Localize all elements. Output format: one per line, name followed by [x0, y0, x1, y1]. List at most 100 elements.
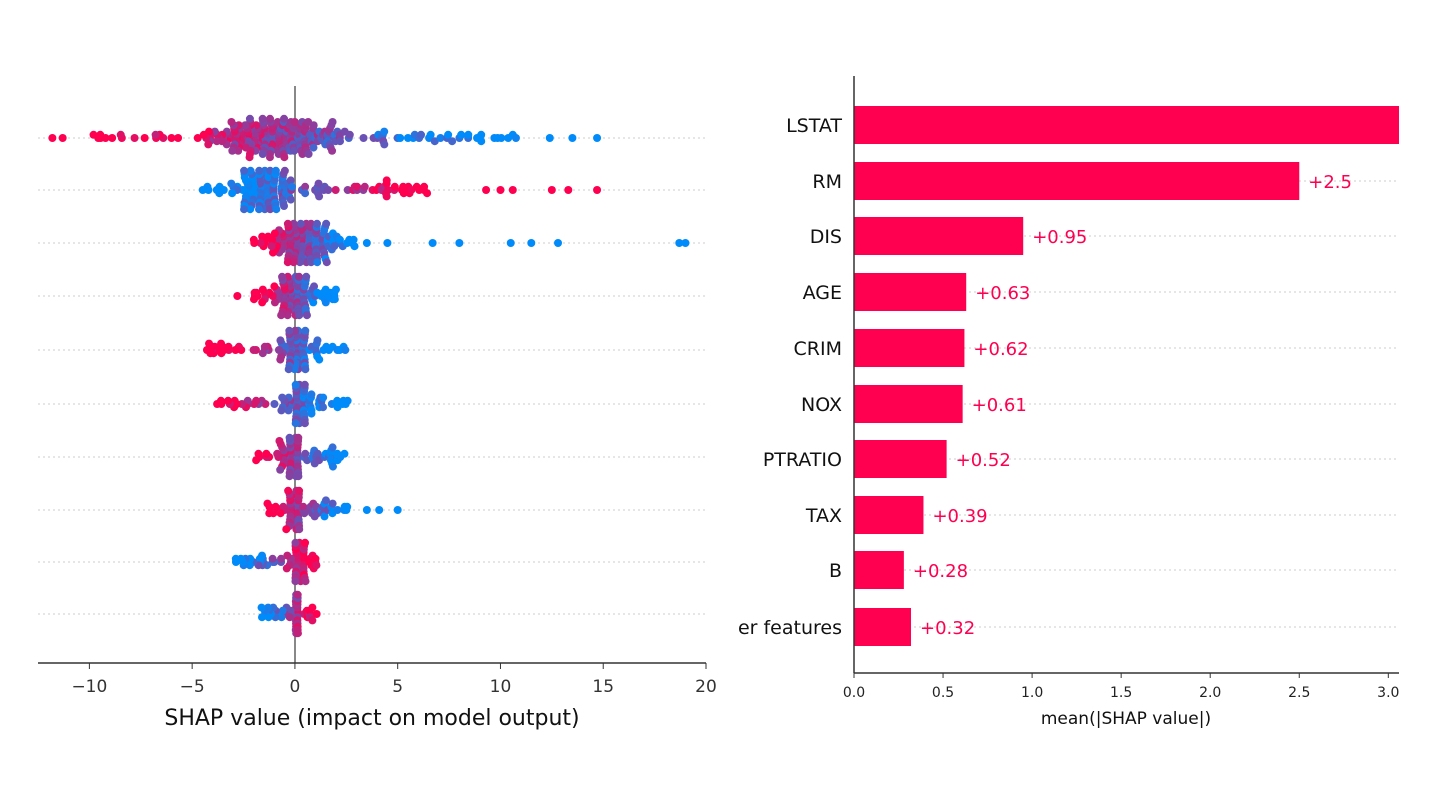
shap-point — [273, 449, 282, 458]
value-label: +0.32 — [920, 618, 975, 639]
bar — [854, 551, 904, 589]
shap-point — [359, 134, 368, 142]
shap-point — [240, 166, 249, 175]
shap-point — [302, 311, 311, 320]
shap-point — [280, 166, 289, 175]
shap-point — [249, 295, 258, 304]
shap-point — [270, 298, 279, 307]
shap-point — [231, 346, 240, 354]
x-tick-label: 2.5 — [1288, 685, 1310, 701]
value-label: +2.5 — [1308, 172, 1352, 193]
shap-point — [250, 288, 259, 297]
shap-point — [506, 239, 515, 247]
shap-point — [274, 346, 283, 354]
shap-point — [675, 239, 684, 247]
shap-point — [383, 239, 392, 247]
shap-point — [130, 134, 139, 142]
shap-point — [362, 239, 371, 247]
shap-point — [310, 282, 319, 291]
shap-point — [320, 512, 329, 521]
value-label: +0.28 — [913, 561, 968, 582]
shap-point — [249, 235, 258, 244]
shap-point — [307, 258, 316, 267]
bar — [854, 329, 965, 367]
shap-point — [547, 186, 556, 194]
shap-point — [321, 298, 330, 307]
shap-point — [295, 525, 304, 534]
shap-point — [265, 114, 274, 123]
shap-point — [116, 130, 125, 139]
x-tick-label: 1.5 — [1110, 685, 1132, 701]
shap-point — [444, 130, 453, 139]
shap-point — [258, 613, 267, 622]
shap-point — [322, 219, 331, 228]
shap-point — [681, 239, 690, 247]
bar — [854, 106, 1399, 144]
feature-label: NOX — [801, 394, 842, 416]
shap-point — [258, 298, 267, 307]
shap-point — [212, 137, 221, 146]
shap-point — [227, 179, 236, 188]
shap-point — [464, 130, 473, 139]
shap-point — [328, 443, 337, 452]
shap-point — [301, 538, 310, 547]
shap-point — [245, 114, 254, 123]
shap-point — [258, 150, 267, 158]
x-tick-label: 15 — [592, 677, 614, 697]
shap-point — [260, 342, 269, 351]
shap-point — [353, 182, 362, 191]
x-tick-label: 20 — [695, 677, 717, 697]
shap-point — [301, 365, 310, 374]
shap-point — [322, 258, 331, 267]
shap-point — [241, 143, 250, 152]
shap-point — [294, 433, 303, 442]
shap-point — [380, 127, 389, 136]
shap-point — [311, 554, 320, 563]
shap-point — [245, 153, 254, 162]
shap-point — [263, 499, 272, 508]
shap-point — [293, 590, 302, 599]
shap-point — [250, 400, 259, 408]
shap-point — [496, 186, 505, 194]
bar — [854, 385, 963, 423]
shap-point — [382, 192, 391, 201]
shap-point — [482, 186, 491, 194]
shap-point — [313, 219, 322, 228]
shap-point — [423, 189, 432, 198]
shap-point — [508, 186, 517, 194]
shap-point — [255, 166, 264, 175]
shap-point — [299, 502, 308, 511]
shap-point — [269, 248, 278, 257]
shap-point — [309, 298, 318, 307]
x-tick-label: −10 — [71, 677, 107, 697]
shap-point — [233, 292, 242, 300]
shap-point — [257, 603, 266, 612]
shap-point — [309, 121, 318, 130]
shap-point — [255, 554, 264, 563]
shap-point — [255, 205, 264, 214]
shap-point — [324, 186, 333, 194]
shap-point — [511, 134, 520, 142]
shap-point — [286, 176, 295, 185]
shap-point — [304, 150, 313, 158]
shap-point — [335, 235, 344, 244]
shap-point — [340, 449, 349, 458]
shap-point — [384, 186, 393, 194]
shap-point — [315, 192, 324, 201]
shap-point — [296, 219, 305, 228]
shap-point — [275, 437, 284, 445]
shap-point — [249, 346, 258, 354]
shap-point — [279, 502, 288, 511]
shap-point — [295, 258, 304, 267]
shap-point — [301, 182, 310, 191]
shap-point — [321, 496, 330, 505]
shap-point — [362, 506, 371, 514]
shap-point — [205, 339, 214, 348]
shap-point — [202, 346, 211, 354]
x-tick-label: 5 — [392, 677, 403, 697]
shap-point — [313, 449, 322, 458]
shap-point — [308, 603, 317, 612]
feature-label: CRIM — [794, 338, 842, 360]
value-label: +0.62 — [973, 339, 1028, 360]
shap-point — [284, 365, 293, 374]
